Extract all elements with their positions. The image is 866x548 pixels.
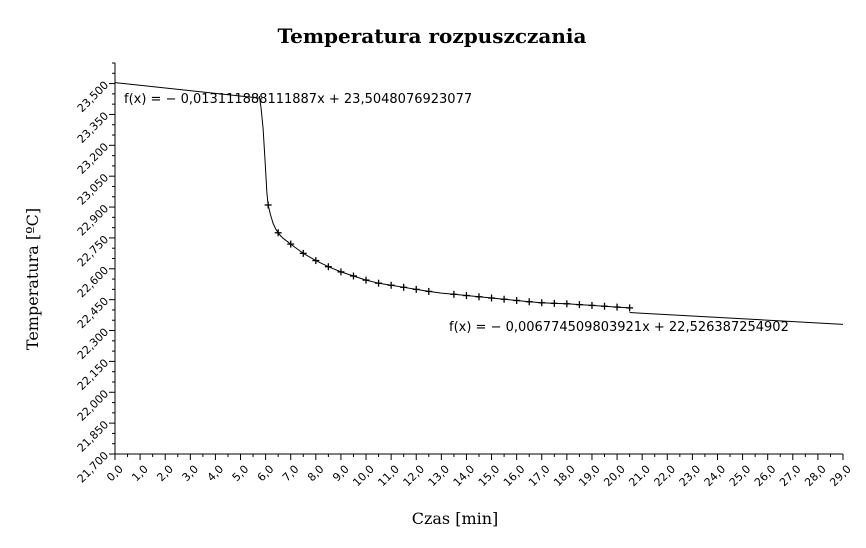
x-tick-label: 10,0 — [350, 463, 377, 490]
x-tick-label: 20,0 — [601, 463, 628, 490]
data-point — [349, 272, 357, 280]
fit-line-1 — [114, 82, 260, 99]
data-point — [400, 283, 408, 291]
x-tick-label: 26,0 — [752, 463, 779, 490]
data-point — [488, 294, 496, 302]
y-tick-label: 21,700 — [75, 449, 111, 485]
data-point — [274, 229, 282, 237]
x-tick-label: 29,0 — [827, 463, 854, 490]
x-tick-label: 13,0 — [426, 463, 453, 490]
x-tick-label: 16,0 — [501, 463, 528, 490]
y-axis-label: Temperatura [ºC] — [23, 208, 42, 350]
x-tick-label: 9,0 — [330, 463, 352, 485]
fit-lines — [114, 82, 844, 325]
y-tick-label: 22,000 — [75, 387, 111, 423]
x-tick-label: 17,0 — [526, 463, 553, 490]
data-point — [550, 299, 558, 307]
y-tick-label: 23,350 — [75, 109, 111, 145]
x-tick-label: 23,0 — [677, 463, 704, 490]
y-tick-label: 22,450 — [75, 295, 111, 331]
data-point — [626, 304, 634, 312]
data-point — [387, 281, 395, 289]
x-tick-label: 14,0 — [451, 463, 478, 490]
x-tick-label: 28,0 — [802, 463, 829, 490]
x-ticks: 0,0 1,0 2,0 3,0 4,0 5,0 6,0 7,0 8,0 9,010,011,012… — [104, 454, 854, 489]
x-tick-label: 11,0 — [375, 463, 402, 490]
y-tick-label: 22,150 — [75, 356, 111, 392]
fit-equation-2: f(x) = − 0,006774509803921x + 22,5263872… — [449, 320, 789, 335]
x-tick-label: 1,0 — [129, 463, 151, 485]
y-tick-label: 22,600 — [75, 264, 111, 300]
x-tick-label: 8,0 — [305, 463, 327, 485]
data-point — [538, 299, 546, 307]
data-point — [375, 279, 383, 287]
data-point — [525, 298, 533, 306]
y-tick-label: 23,050 — [75, 171, 111, 207]
x-tick-label: 19,0 — [576, 463, 603, 490]
data-curve — [258, 95, 630, 309]
data-point — [588, 301, 596, 309]
data-point — [563, 300, 571, 308]
data-point — [264, 201, 272, 209]
chart-title: Temperatura rozpuszczania — [278, 24, 587, 48]
data-point — [299, 249, 307, 257]
y-tick-label: 22,900 — [75, 202, 111, 238]
x-tick-label: 24,0 — [702, 463, 729, 490]
data-point — [601, 302, 609, 310]
data-point — [412, 285, 420, 293]
y-tick-label: 21,850 — [75, 418, 111, 454]
data-point — [287, 240, 295, 248]
data-point — [500, 295, 508, 303]
y-tick-label: 23,200 — [75, 140, 111, 176]
x-tick-label: 15,0 — [476, 463, 503, 490]
fit-equation-1: f(x) = − 0,013111888111887x + 23,5048076… — [124, 92, 472, 107]
x-tick-label: 0,0 — [104, 463, 126, 485]
data-point — [337, 268, 345, 276]
x-tick-label: 12,0 — [401, 463, 428, 490]
data-point — [513, 296, 521, 304]
x-tick-label: 5,0 — [230, 463, 252, 485]
x-tick-label: 27,0 — [777, 463, 804, 490]
data-point — [450, 290, 458, 298]
data-point — [613, 303, 621, 311]
x-tick-label: 21,0 — [626, 463, 653, 490]
data-markers — [264, 201, 634, 312]
data-point — [324, 263, 332, 271]
data-point — [425, 287, 433, 295]
data-point — [312, 257, 320, 265]
data-point — [462, 292, 470, 300]
x-axis-label: Czas [min] — [412, 509, 499, 528]
fit-line-2 — [629, 312, 844, 325]
y-tick-label: 22,300 — [75, 326, 111, 362]
x-tick-label: 25,0 — [727, 463, 754, 490]
y-tick-label: 23,500 — [75, 79, 111, 115]
x-tick-label: 6,0 — [255, 463, 277, 485]
y-ticks: 21,70021,85022,00022,15022,30022,45022,6… — [75, 62, 115, 485]
x-tick-label: 7,0 — [280, 463, 302, 485]
x-tick-label: 22,0 — [652, 463, 679, 490]
y-tick-label: 22,750 — [75, 233, 111, 269]
data-point — [362, 276, 370, 284]
x-tick-label: 3,0 — [180, 463, 202, 485]
x-tick-label: 2,0 — [154, 463, 176, 485]
data-point — [475, 293, 483, 301]
x-tick-label: 4,0 — [205, 463, 227, 485]
data-point — [575, 301, 583, 309]
x-tick-label: 18,0 — [551, 463, 578, 490]
